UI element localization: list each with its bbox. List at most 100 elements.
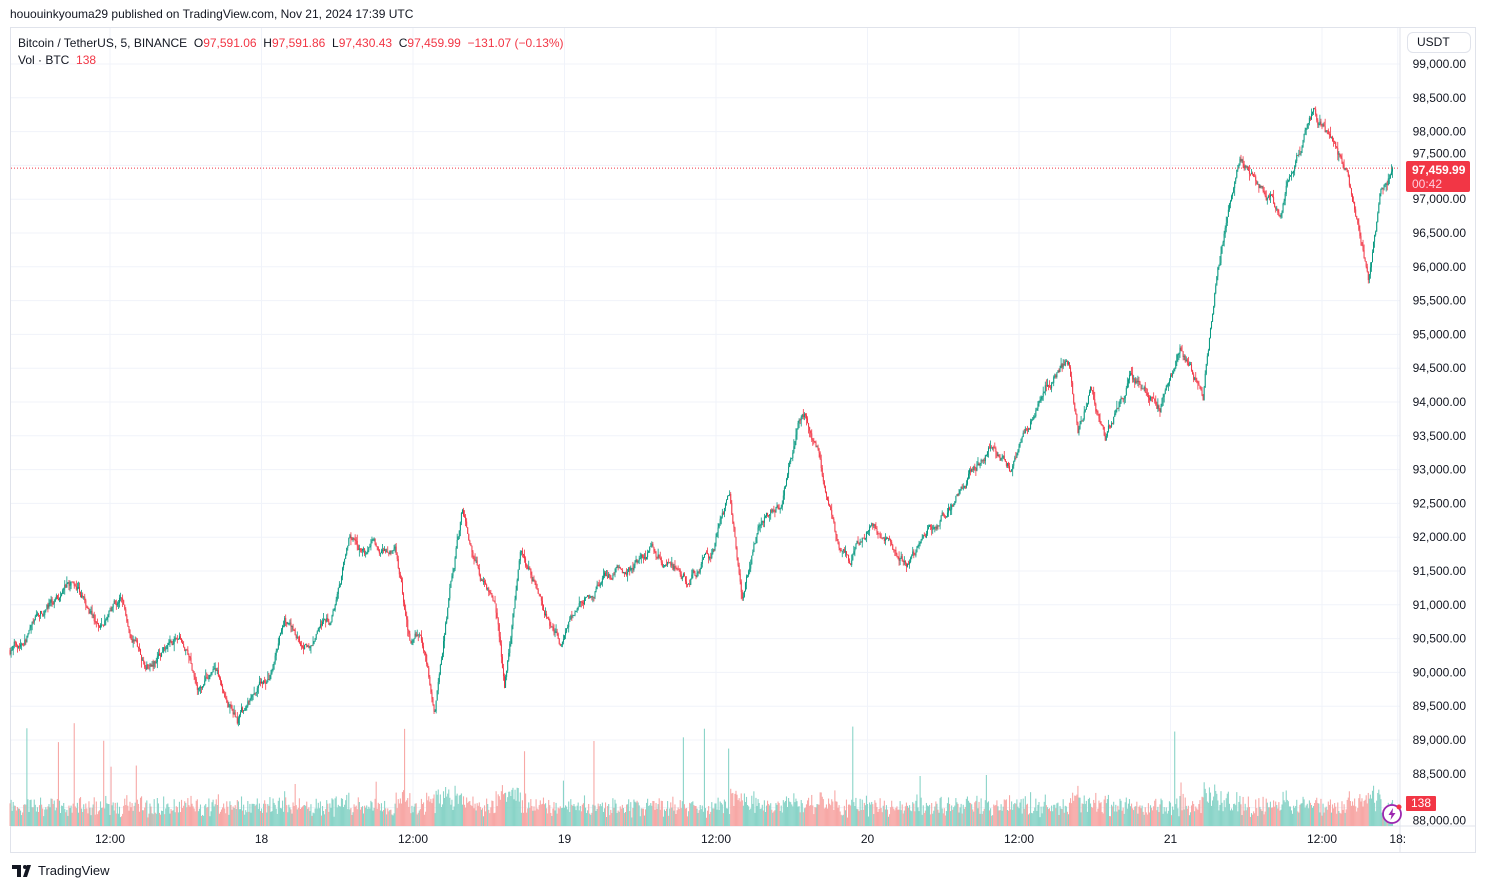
volume-bar <box>822 799 824 826</box>
candle-body <box>232 709 234 715</box>
candle-body <box>1255 176 1257 181</box>
volume-bar <box>281 800 284 826</box>
candle-body <box>1211 321 1213 328</box>
candle-body <box>1368 274 1370 281</box>
candle-body <box>1055 375 1057 377</box>
candle-body <box>963 485 965 489</box>
candle-body <box>201 686 203 688</box>
volume-bar <box>161 810 163 826</box>
volume-bar <box>734 793 736 826</box>
volume-bar <box>189 806 191 826</box>
volume-bar <box>1111 804 1113 826</box>
volume-bar <box>1123 813 1125 826</box>
candle-body <box>735 536 737 549</box>
lightning-icon[interactable] <box>1381 803 1403 825</box>
volume-bar <box>61 805 63 826</box>
candle-body <box>799 420 801 421</box>
volume-bar <box>878 808 880 826</box>
volume-bar <box>720 802 722 826</box>
volume-bar <box>361 806 364 826</box>
candle-body <box>352 538 354 540</box>
volume-bar <box>739 801 741 826</box>
candle-body <box>216 670 218 672</box>
candle-body <box>642 557 644 559</box>
volume-bar <box>123 805 125 826</box>
volume-bar <box>132 810 134 826</box>
candle-body <box>155 661 157 664</box>
candle-body <box>274 655 276 663</box>
candle-body <box>337 587 339 595</box>
volume-bar <box>624 812 627 826</box>
candle-body <box>888 538 890 540</box>
candle-body <box>1201 390 1203 396</box>
volume-bar <box>480 809 482 826</box>
candle-body <box>558 638 560 644</box>
tradingview-logo[interactable]: TradingView <box>12 863 110 878</box>
volume-bar <box>1282 791 1284 826</box>
volume-bar <box>1327 801 1329 826</box>
candle-body <box>1348 176 1350 186</box>
candle-body <box>1224 227 1226 234</box>
volume-bar <box>1108 816 1111 826</box>
candle-body <box>294 629 296 635</box>
candle-body <box>592 596 594 598</box>
volume-row: Vol · BTC 138 <box>18 52 564 69</box>
candle-body <box>1156 404 1158 409</box>
volume-bar <box>217 794 219 826</box>
candle-body <box>880 537 882 539</box>
candle-body <box>524 555 526 559</box>
volume-bar <box>750 808 752 826</box>
volume-bar <box>1172 806 1174 826</box>
volume-bar <box>106 803 108 826</box>
candle-body <box>934 527 936 528</box>
volume-bar <box>699 805 701 826</box>
candle-body <box>1117 408 1119 409</box>
candle-body <box>525 558 527 566</box>
candle-body <box>118 597 120 603</box>
volume-bar <box>1101 812 1103 826</box>
currency-button[interactable]: USDT <box>1407 32 1471 53</box>
volume-bar <box>1207 802 1209 826</box>
volume-bar <box>1152 810 1154 826</box>
volume-label[interactable]: Vol · BTC <box>18 53 70 67</box>
volume-bar <box>1089 803 1092 826</box>
candle-body <box>181 638 183 642</box>
volume-bar <box>172 810 174 826</box>
volume-bar <box>510 795 512 826</box>
volume-bar <box>1294 807 1296 826</box>
candle-body <box>377 547 379 550</box>
candle-body <box>706 552 708 554</box>
candle-body <box>1072 382 1074 395</box>
volume-bar <box>1257 815 1259 826</box>
volume-bar <box>771 809 773 826</box>
candle-body <box>227 702 229 708</box>
volume-bar <box>845 799 848 826</box>
volume-bar <box>1017 806 1019 826</box>
volume-bar <box>603 808 606 826</box>
candle-body <box>1066 360 1068 365</box>
symbol-name[interactable]: Bitcoin / TetherUS, 5, BINANCE <box>18 36 188 50</box>
candle-body <box>351 539 353 541</box>
candle-body <box>275 650 277 656</box>
volume-bar <box>1161 800 1163 826</box>
candle-body <box>1388 178 1390 179</box>
candle-body <box>1058 370 1060 372</box>
candle-body <box>575 611 577 612</box>
volume-bar <box>1142 811 1144 826</box>
volume-bar <box>205 803 207 826</box>
volume-bar <box>663 809 665 826</box>
candle-body <box>903 560 905 563</box>
volume-bar <box>876 807 878 826</box>
volume-bar <box>824 807 826 826</box>
candle-body <box>12 646 14 651</box>
candle-body <box>456 540 458 548</box>
candle-body <box>271 669 273 673</box>
candle-body <box>436 690 438 701</box>
volume-bar <box>708 806 710 826</box>
candle-body <box>262 681 264 684</box>
candle-body <box>676 567 678 570</box>
candle-body <box>1001 457 1003 459</box>
volume-bar <box>570 799 572 826</box>
volume-bar <box>1308 800 1310 826</box>
